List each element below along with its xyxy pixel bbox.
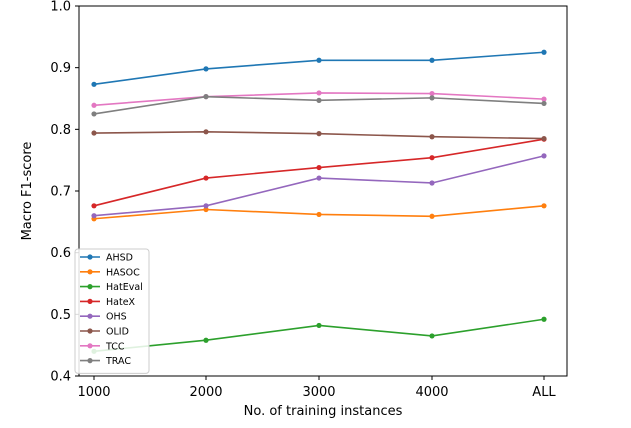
x-tick-label: 1000	[77, 385, 110, 400]
legend-label-trac: TRAC	[105, 356, 131, 367]
y-axis: 0.4 0.5 0.6 0.7 0.8 0.9 1.0	[50, 0, 79, 385]
data-point-hatex	[91, 203, 97, 209]
data-point-trac	[203, 94, 209, 100]
legend-label-tcc: TCC	[105, 341, 125, 352]
data-point-olid	[429, 134, 435, 140]
y-tick-label: 1.0	[50, 0, 71, 15]
y-tick-label: 0.6	[50, 246, 71, 261]
data-point-tcc	[316, 90, 322, 96]
data-point-ohs	[316, 175, 322, 181]
x-tick-label: ALL	[532, 385, 556, 400]
y-tick-label: 0.9	[50, 61, 71, 76]
y-tick-label: 0.8	[50, 123, 71, 138]
y-tick-label: 0.5	[50, 308, 71, 323]
x-axis-label: No. of training instances	[244, 404, 403, 419]
data-point-trac	[429, 95, 435, 101]
data-point-hateval	[429, 333, 435, 339]
data-point-hatex	[429, 155, 435, 161]
data-point-tcc	[429, 90, 435, 97]
data-point-ahsd	[203, 66, 209, 72]
data-point-hatex	[316, 164, 322, 171]
data-point-hasoc	[429, 213, 435, 219]
data-point-ohs	[541, 153, 547, 159]
legend-label-hatex: HateX	[106, 297, 136, 308]
plot-frame	[78, 5, 568, 377]
legend-label-ahsd: AHSD	[106, 253, 133, 264]
data-point-hasoc	[316, 211, 322, 218]
data-point-olid	[316, 131, 322, 137]
legend-box	[74, 248, 150, 374]
legend-marker-tcc	[87, 343, 93, 349]
legend-label-hateval: HatEval	[106, 282, 143, 293]
data-point-tcc	[91, 102, 97, 108]
data-point-hateval	[203, 337, 209, 343]
series-line-ohs	[93, 155, 545, 217]
x-tick-label: 3000	[302, 385, 335, 400]
legend-marker-ohs	[87, 313, 93, 319]
y-tick-label: 0.4	[50, 370, 71, 385]
data-point-ahsd	[541, 49, 547, 55]
legend-marker-hatex	[87, 298, 93, 304]
legend-marker-ahsd	[87, 254, 93, 260]
x-axis: 1000 2000 3000 4000 ALL	[77, 376, 556, 400]
data-point-ohs	[429, 180, 435, 186]
data-point-hateval	[541, 316, 547, 322]
data-point-hasoc	[203, 206, 209, 213]
legend-label-ohs: OHS	[106, 312, 127, 323]
data-point-hasoc	[541, 203, 547, 209]
legend-marker-hasoc	[87, 269, 93, 275]
data-point-tcc	[541, 96, 547, 102]
y-axis-label: Macro F1-score	[20, 142, 35, 241]
data-point-olid	[203, 129, 209, 135]
data-point-olid	[541, 135, 547, 142]
y-tick-label: 0.7	[50, 185, 71, 200]
legend-marker-trac	[87, 358, 93, 364]
data-point-hatex	[203, 175, 209, 181]
legend-label-hasoc: HASOC	[106, 267, 140, 278]
data-point-hateval	[316, 322, 322, 329]
plot-area	[91, 49, 547, 354]
data-point-trac	[91, 111, 97, 117]
series-line-ahsd	[93, 51, 545, 86]
data-point-ahsd	[316, 57, 322, 63]
data-point-ahsd	[429, 57, 435, 63]
data-point-olid	[91, 130, 97, 136]
legend-label-olid: OLID	[106, 327, 129, 338]
data-point-ohs	[91, 213, 97, 219]
data-point-ahsd	[91, 81, 97, 87]
x-tick-label: 4000	[415, 385, 448, 400]
legend-marker-olid	[87, 328, 93, 334]
data-point-ohs	[203, 203, 209, 209]
legend: AHSD HASOC HatEval HateX OHS OLID TCC TRAC	[74, 248, 150, 374]
data-point-trac	[541, 100, 547, 107]
data-point-trac	[316, 97, 322, 103]
legend-marker-hateval	[87, 284, 93, 290]
x-tick-label: 2000	[189, 385, 222, 400]
